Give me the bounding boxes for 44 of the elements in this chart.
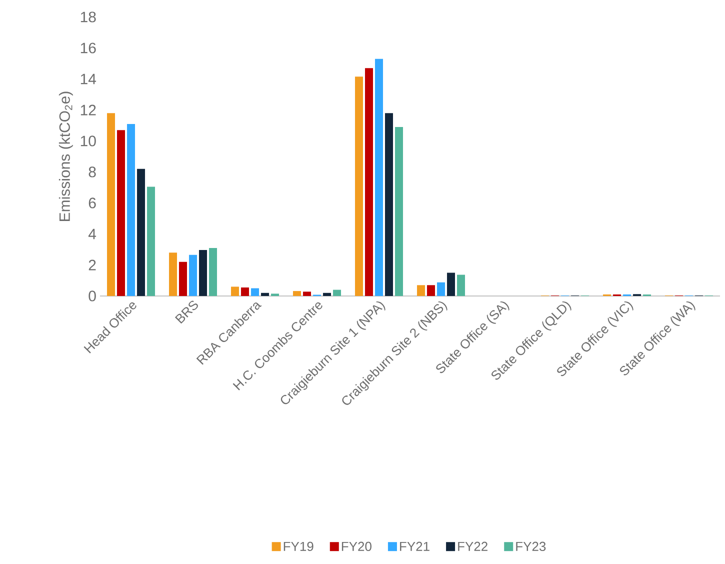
bar bbox=[395, 127, 403, 296]
bar bbox=[199, 250, 208, 296]
bar bbox=[427, 285, 436, 296]
bar bbox=[323, 292, 332, 296]
bar bbox=[179, 262, 188, 296]
bar bbox=[437, 282, 445, 296]
bar bbox=[333, 290, 341, 296]
bar bbox=[169, 252, 178, 296]
bar bbox=[241, 287, 250, 296]
bar bbox=[117, 130, 126, 296]
bar bbox=[457, 274, 465, 296]
y-tick-label: 18 bbox=[80, 12, 96, 22]
legend-label: FY22 bbox=[458, 542, 488, 551]
y-tick-label: 10 bbox=[80, 136, 96, 146]
y-tick-label: 12 bbox=[80, 104, 96, 116]
bar bbox=[365, 68, 374, 296]
bar bbox=[375, 58, 383, 296]
bar bbox=[107, 113, 116, 296]
y-tick-label: 8 bbox=[88, 166, 96, 178]
bar bbox=[127, 124, 136, 296]
y-tick-label: 16 bbox=[80, 42, 96, 54]
legend-label: FY19 bbox=[284, 542, 314, 552]
bar bbox=[147, 186, 156, 296]
bar bbox=[293, 291, 301, 296]
y-tick-label: 14 bbox=[80, 74, 96, 84]
y-tick-label: 4 bbox=[88, 228, 96, 240]
bar bbox=[303, 292, 312, 296]
bar bbox=[385, 113, 394, 296]
bar bbox=[355, 76, 363, 296]
y-tick-label: 6 bbox=[88, 198, 96, 208]
bar bbox=[189, 254, 198, 296]
bar bbox=[137, 168, 146, 296]
bar bbox=[231, 286, 240, 296]
y-tick-label: 0 bbox=[88, 290, 96, 302]
bar bbox=[251, 288, 260, 296]
y-tick-label: 2 bbox=[88, 260, 96, 270]
y-axis-title: Emissions (ktCO$_{2}$e) bbox=[58, 92, 73, 221]
legend-label: FY20 bbox=[342, 542, 372, 552]
bar bbox=[417, 285, 425, 296]
bar bbox=[261, 292, 270, 296]
legend-label: FY21 bbox=[400, 542, 430, 551]
legend-label: FY23 bbox=[516, 542, 546, 552]
bar bbox=[209, 248, 218, 296]
bar bbox=[447, 272, 455, 296]
